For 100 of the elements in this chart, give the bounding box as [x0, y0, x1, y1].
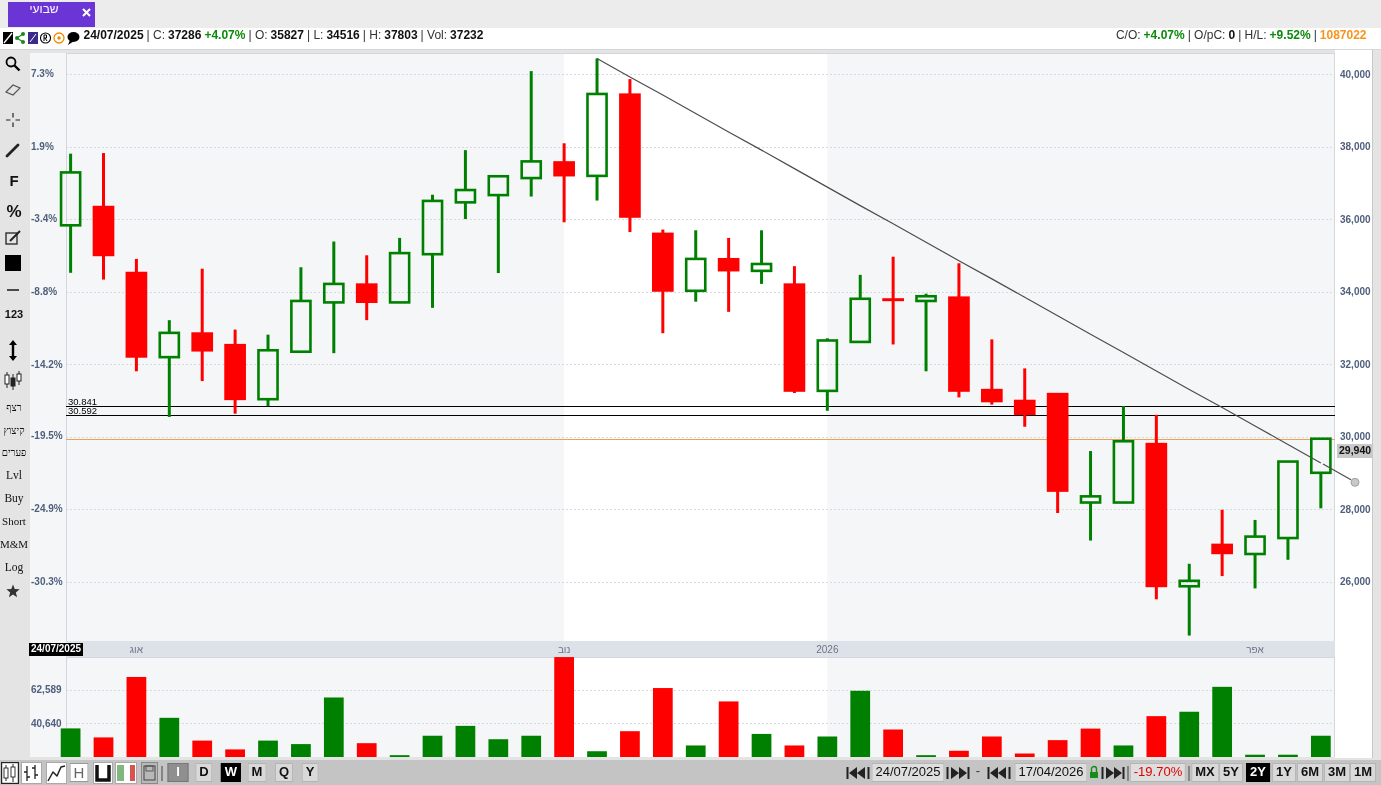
y-tick-label: -30.3%	[31, 576, 63, 588]
candlestick	[355, 255, 378, 322]
x-tick-label: 2026	[816, 644, 839, 655]
y2-tick-label: 40,000	[1340, 68, 1372, 80]
text: 1087022	[1319, 28, 1367, 42]
candlestick	[1013, 368, 1036, 427]
text: D	[195, 763, 213, 782]
text: -	[975, 763, 981, 780]
text: 17/04/2026	[1014, 763, 1088, 782]
x-tick-label: נוב	[557, 644, 571, 655]
candlestick	[882, 256, 904, 345]
y-tick-label: -14.2%	[31, 358, 63, 370]
candlestick	[717, 236, 740, 312]
candlestick	[520, 71, 543, 197]
text: | H:	[362, 28, 382, 42]
text: 1Y	[1272, 763, 1296, 782]
candlestick	[92, 153, 115, 280]
text: Log	[3, 561, 25, 576]
y-tick-label: 62,589	[31, 684, 63, 696]
candlestick	[487, 174, 510, 275]
text: 2Y	[1246, 763, 1270, 782]
text: |	[1313, 28, 1317, 42]
candlestick	[849, 273, 872, 344]
candlestick	[553, 143, 575, 223]
text: | Vol:	[420, 28, 448, 42]
text: פערים	[0, 447, 28, 460]
text: I	[167, 763, 189, 782]
candlestick	[1112, 406, 1135, 504]
y-tick-label: -3.4%	[31, 212, 58, 224]
text: 37803	[384, 28, 418, 42]
text: 6M	[1296, 763, 1324, 782]
candlestick	[158, 320, 181, 417]
y-tick-label: -24.9%	[31, 503, 63, 515]
y-tick-label: 1.9%	[31, 141, 54, 153]
text: Q	[274, 763, 294, 782]
y-tick-label: 7.3%	[31, 68, 54, 80]
text: 1M	[1349, 763, 1377, 782]
text: 0	[1228, 28, 1236, 42]
candlestick	[1211, 508, 1233, 578]
y2-tick-label: 38,000	[1340, 141, 1372, 153]
text: C/O:	[1115, 28, 1141, 42]
candlestick	[322, 241, 345, 355]
text: 123	[3, 308, 25, 322]
text: Y	[301, 763, 319, 782]
text: W	[220, 763, 242, 782]
text: קיצוץ	[2, 425, 26, 438]
text: Short	[1, 515, 27, 529]
x-tick-label: אפר	[1246, 644, 1265, 655]
y-tick-label: -8.8%	[31, 285, 58, 297]
text: +4.07%	[204, 28, 246, 42]
text: +9.52%	[1269, 28, 1311, 42]
candlestick	[684, 230, 707, 302]
candlestick	[1079, 451, 1102, 541]
candlestick	[1310, 437, 1332, 509]
y-tick-label: 40,640	[31, 717, 63, 729]
candlestick	[1145, 413, 1168, 600]
candlestick	[1244, 518, 1266, 589]
candlestick	[1046, 392, 1069, 515]
text: רצף	[5, 402, 23, 415]
text: 24/07/2025	[83, 28, 144, 42]
text: | L:	[306, 28, 324, 42]
candlestick	[586, 58, 608, 201]
y2-tick-label: 32,000	[1340, 358, 1372, 370]
annotation: 30.592	[68, 404, 98, 416]
ref-line-label: 29,940	[1337, 443, 1374, 458]
candlestick	[750, 230, 773, 284]
candlestick	[388, 236, 411, 304]
y2-tick-label: 30,000	[1340, 431, 1372, 443]
text: 34516	[326, 28, 360, 42]
text: -19.70%	[1129, 763, 1187, 782]
text: MX	[1191, 763, 1219, 782]
text: +4.07%	[1143, 28, 1185, 42]
text: | O:	[248, 28, 268, 42]
y2-tick-label: 26,000	[1340, 576, 1372, 588]
text: 24/07/2025	[29, 643, 84, 656]
candlestick	[59, 153, 82, 273]
candlestick	[191, 268, 214, 383]
y2-tick-label: 34,000	[1340, 286, 1372, 298]
text: H	[69, 763, 89, 782]
text: 24/07/2025	[871, 763, 945, 782]
candlestick	[1277, 460, 1299, 560]
chart-title: שבועי	[28, 2, 60, 18]
candlestick	[290, 267, 312, 354]
text: F	[8, 172, 20, 189]
candlestick	[454, 150, 477, 221]
text: 3M	[1323, 763, 1351, 782]
annotation: 30.841	[68, 395, 98, 407]
text: M	[247, 763, 267, 782]
candlestick	[1178, 562, 1201, 636]
text: %	[5, 202, 23, 221]
text: M&M	[0, 538, 29, 552]
text: | H/L:	[1238, 28, 1267, 42]
x-tick-label: אוג	[129, 644, 144, 655]
text: 37286	[168, 28, 202, 42]
text: 35827	[270, 28, 304, 42]
text: | C:	[146, 28, 166, 42]
y2-tick-label: 36,000	[1340, 213, 1372, 225]
y2-tick-label: 28,000	[1340, 503, 1372, 515]
text: Lvl	[5, 469, 23, 483]
y-tick-label: -19.5%	[31, 430, 63, 442]
